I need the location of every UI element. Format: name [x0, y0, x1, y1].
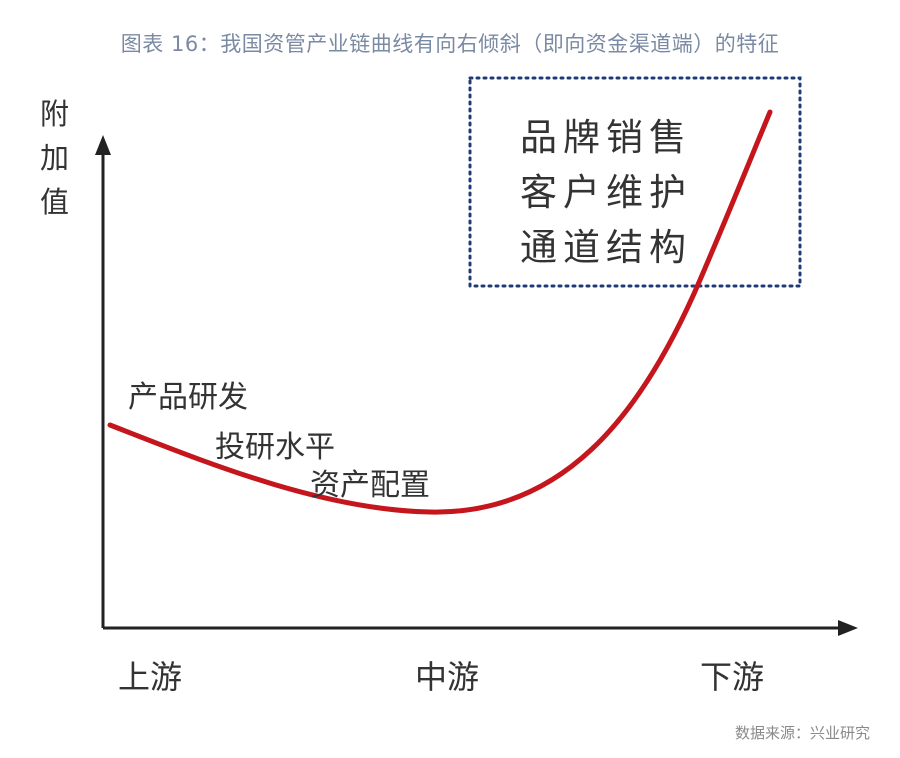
y-axis-arrow — [95, 135, 111, 155]
y-axis-label: 附加值 — [40, 97, 70, 219]
x-axis-arrow — [838, 620, 858, 636]
figure-title: 图表 16：我国资管产业链曲线有向右倾斜（即向资金渠道端）的特征 — [120, 32, 780, 56]
downstream-item: 通道结构 — [520, 226, 692, 269]
upstream-item-research: 投研水平 — [215, 430, 335, 465]
value-curve — [107, 109, 773, 515]
downstream-item: 客户维护 — [520, 171, 692, 214]
downstream-item: 品牌销售 — [520, 116, 692, 159]
x-label-upstream: 上游 — [118, 658, 183, 696]
downstream-box — [468, 76, 802, 288]
upstream-item-rd: 产品研发 — [128, 380, 248, 415]
downstream-items: 品牌销售 客户维护 通道结构 — [520, 110, 692, 275]
data-source: 数据来源：兴业研究 — [734, 724, 870, 742]
x-label-midstream: 中游 — [415, 658, 480, 696]
x-label-downstream: 下游 — [700, 658, 765, 696]
upstream-item-allocation: 资产配置 — [310, 468, 430, 503]
